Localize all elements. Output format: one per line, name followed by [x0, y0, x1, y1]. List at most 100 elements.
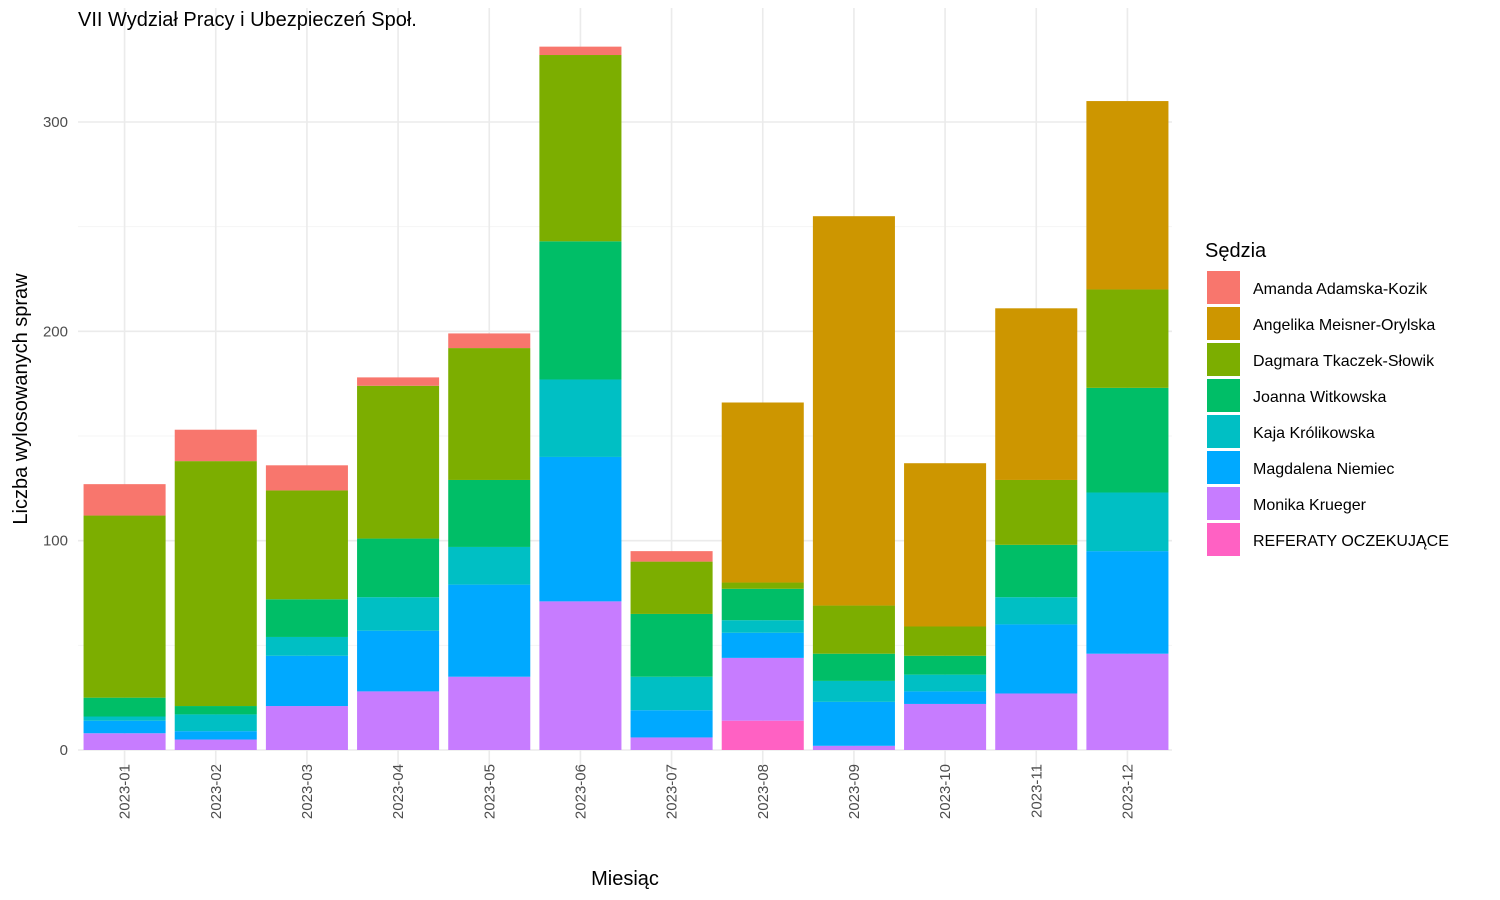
bar-segment	[1086, 387, 1169, 493]
x-tick-label: 2023-07	[664, 764, 681, 819]
y-tick-label: 0	[60, 742, 68, 759]
bar-segment	[995, 544, 1078, 598]
bar-segment	[721, 402, 804, 583]
bar-segment	[448, 584, 531, 677]
legend: Sędzia Amanda Adamska-Kozik Angelika Meis…	[1205, 240, 1449, 556]
bar-segment	[630, 710, 713, 738]
legend-label: Monika Krueger	[1253, 497, 1367, 514]
bar-segment	[265, 465, 348, 491]
legend-label: REFERATY OCZEKUJĄCE	[1253, 533, 1449, 550]
bars	[83, 46, 1169, 750]
bar-segment	[904, 674, 987, 692]
legend-swatch	[1207, 487, 1240, 520]
bar-segment	[539, 46, 622, 56]
bar-segment	[904, 463, 987, 627]
x-tick-label: 2023-06	[572, 764, 589, 819]
bar-segment	[721, 620, 804, 633]
bar-segment	[174, 739, 257, 750]
bar-segment	[812, 680, 895, 702]
legend-items: Amanda Adamska-Kozik Angelika Meisner-Ory…	[1207, 271, 1449, 556]
bar-segment	[539, 55, 622, 242]
bar-segment	[1086, 551, 1169, 654]
y-tick-label: 300	[43, 114, 68, 131]
bar-segment	[265, 636, 348, 656]
bar-segment	[448, 546, 531, 585]
bar-segment	[1086, 289, 1169, 388]
x-tick-label: 2023-01	[117, 764, 134, 819]
bar-segment	[904, 626, 987, 656]
legend-swatch	[1207, 379, 1240, 412]
bar-segment	[630, 561, 713, 614]
bar-segment	[265, 655, 348, 707]
bar-segment	[904, 691, 987, 704]
legend-label: Angelika Meisner-Orylska	[1253, 317, 1435, 334]
bar-segment	[995, 479, 1078, 545]
bar-segment	[721, 588, 804, 621]
legend-swatch	[1207, 523, 1240, 556]
chart-title: VII Wydział Pracy i Ubezpieczeń Społ.	[78, 9, 417, 31]
bar-segment	[630, 737, 713, 750]
bar-segment	[995, 624, 1078, 694]
bar-segment	[357, 691, 440, 750]
bar-segment	[357, 385, 440, 539]
legend-swatch	[1207, 271, 1240, 304]
bar-segment	[904, 655, 987, 675]
bar-segment	[83, 515, 166, 698]
bar-segment	[812, 745, 895, 750]
y-axis-ticks: 0 100 200 300	[43, 114, 68, 759]
bar-segment	[539, 601, 622, 750]
bar-segment	[812, 701, 895, 746]
bar-segment	[357, 538, 440, 598]
bar-segment	[265, 490, 348, 600]
bar-segment	[995, 693, 1078, 750]
y-tick-label: 200	[43, 323, 68, 340]
x-axis-ticks: 2023-01 2023-02 2023-03 2023-04 2023-05 2023-…	[117, 764, 1137, 819]
legend-label: Kaja Królikowska	[1253, 425, 1375, 442]
bar-segment	[812, 216, 895, 606]
bar-segment	[174, 731, 257, 740]
bar-segment	[812, 653, 895, 681]
bar-segment	[630, 613, 713, 677]
x-tick-label: 2023-02	[208, 764, 225, 819]
bar-segment	[904, 703, 987, 750]
legend-swatch	[1207, 451, 1240, 484]
bar-segment	[83, 484, 166, 516]
legend-label: Joanna Witkowska	[1253, 389, 1386, 406]
legend-label: Amanda Adamska-Kozik	[1253, 281, 1428, 298]
y-tick-label: 100	[43, 533, 68, 550]
bar-segment	[174, 429, 257, 462]
bar-segment	[174, 714, 257, 732]
legend-label: Magdalena Niemiec	[1253, 461, 1394, 478]
x-axis-title: Miesiąc	[591, 868, 659, 890]
bar-segment	[448, 479, 531, 547]
bar-segment	[83, 697, 166, 717]
x-tick-label: 2023-09	[846, 764, 863, 819]
bar-segment	[1086, 492, 1169, 552]
bar-segment	[357, 597, 440, 631]
x-tick-label: 2023-10	[937, 764, 954, 819]
legend-label: Dagmara Tkaczek-Słowik	[1253, 353, 1435, 370]
bar-segment	[448, 676, 531, 750]
bar-segment	[539, 241, 622, 380]
bar-segment	[174, 706, 257, 715]
bar-segment	[630, 551, 713, 562]
bar-segment	[83, 720, 166, 734]
bar-segment	[812, 605, 895, 654]
bar-segment	[630, 676, 713, 711]
x-tick-label: 2023-04	[390, 764, 407, 819]
y-axis-title: Liczba wylosowanych spraw	[10, 273, 32, 525]
x-tick-label: 2023-12	[1119, 764, 1136, 819]
bar-segment	[995, 308, 1078, 480]
bar-segment	[448, 348, 531, 480]
bar-segment	[1086, 653, 1169, 750]
bar-segment	[539, 456, 622, 602]
bar-segment	[265, 706, 348, 750]
x-tick-label: 2023-11	[1028, 764, 1045, 818]
bar-segment	[721, 632, 804, 658]
bar-segment	[539, 379, 622, 457]
bar-segment	[995, 597, 1078, 625]
bar-segment	[174, 461, 257, 707]
bar-segment	[448, 333, 531, 349]
bar-segment	[721, 720, 804, 750]
